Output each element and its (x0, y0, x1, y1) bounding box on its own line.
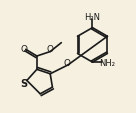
Text: NH₂: NH₂ (99, 58, 115, 67)
Text: O: O (20, 44, 27, 53)
Text: O: O (47, 45, 54, 54)
Text: S: S (20, 78, 27, 88)
Text: H₂N: H₂N (84, 13, 101, 22)
Text: O: O (63, 59, 70, 68)
